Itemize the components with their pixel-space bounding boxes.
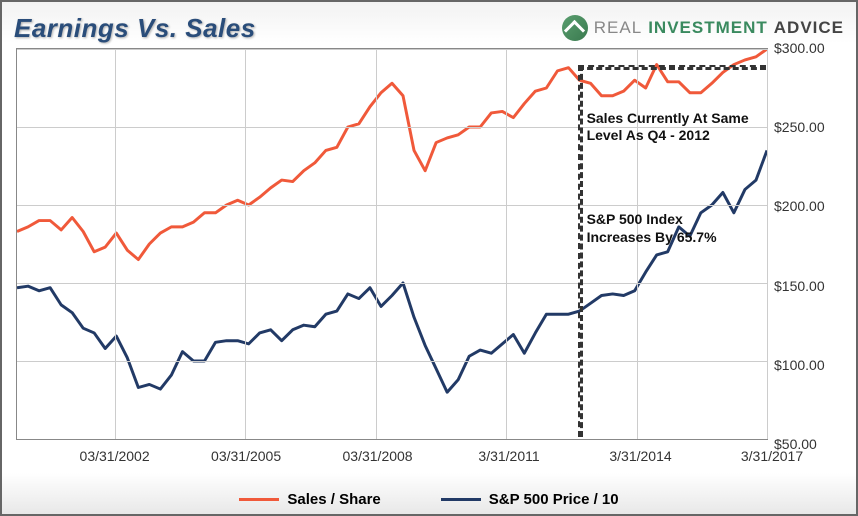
gridline-v <box>245 49 246 439</box>
plot-area: Sales Currently At SameLevel As Q4 - 201… <box>16 48 768 440</box>
gridline-h <box>17 361 767 362</box>
legend-line-sales <box>239 498 279 501</box>
annotation-1: S&P 500 IndexIncreases By 65.7% <box>587 211 717 246</box>
gridline-h <box>17 205 767 206</box>
brand-logo: REAL INVESTMENT ADVICE <box>562 15 844 41</box>
gridline-h <box>17 49 767 50</box>
gridline-v <box>115 49 116 439</box>
y-axis-label: $150.00 <box>774 278 840 294</box>
logo-word-2: INVESTMENT <box>648 18 768 38</box>
chart-area: Sales Currently At SameLevel As Q4 - 201… <box>16 48 840 466</box>
x-axis-label: 03/31/2005 <box>211 448 281 464</box>
y-axis-label: $300.00 <box>774 40 840 56</box>
y-axis-label: $250.00 <box>774 119 840 135</box>
x-axis-label: 03/31/2008 <box>343 448 413 464</box>
gridline-h <box>17 283 767 284</box>
annotation-0: Sales Currently At SameLevel As Q4 - 201… <box>587 110 749 145</box>
legend-item-sales: Sales / Share <box>239 491 380 508</box>
legend-label-sales: Sales / Share <box>287 491 380 508</box>
gridline-v <box>376 49 377 439</box>
y-axis-label: $100.00 <box>774 357 840 373</box>
logo-word-3: ADVICE <box>774 18 844 38</box>
series-line-1 <box>17 150 767 392</box>
y-axis-label: $200.00 <box>774 198 840 214</box>
legend-label-sp500: S&P 500 Price / 10 <box>489 491 619 508</box>
ref-line-vertical <box>578 65 583 438</box>
ref-line-horizontal <box>578 65 767 70</box>
header: Earnings Vs. Sales REAL INVESTMENT ADVIC… <box>14 8 844 48</box>
logo-word-1: REAL <box>594 18 642 38</box>
x-axis-label: 03/31/2002 <box>80 448 150 464</box>
legend: Sales / Share S&P 500 Price / 10 <box>2 491 856 508</box>
gridline-v <box>506 49 507 439</box>
legend-line-sp500 <box>441 498 481 501</box>
x-axis-label: 3/31/2017 <box>741 448 803 464</box>
gridline-v <box>767 49 768 439</box>
logo-arrow-icon <box>562 15 588 41</box>
chart-title: Earnings Vs. Sales <box>14 13 256 44</box>
x-axis-label: 3/31/2011 <box>478 448 539 464</box>
legend-item-sp500: S&P 500 Price / 10 <box>441 491 619 508</box>
x-axis-label: 3/31/2014 <box>609 448 671 464</box>
chart-container: Earnings Vs. Sales REAL INVESTMENT ADVIC… <box>0 0 858 516</box>
